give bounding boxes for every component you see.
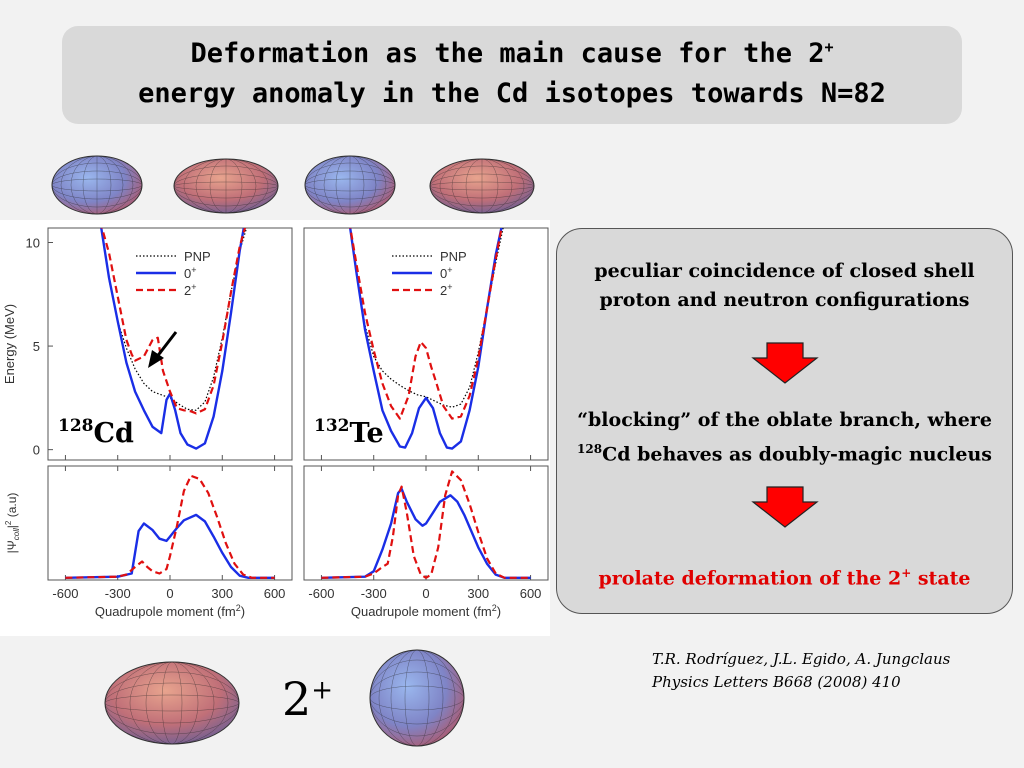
down-arrow-icon (751, 342, 819, 384)
x-tick-label: 600 (520, 586, 542, 601)
legend-label-sup: + (447, 265, 452, 275)
y-axis-label-sup: 2 (4, 520, 13, 525)
legend-label: PNP (184, 249, 211, 264)
x-axis-label: Quadrupole moment (fm2) (95, 603, 245, 619)
oblate-spheroid-icon (51, 155, 143, 215)
y-tick-label: 10 (26, 236, 40, 251)
y-axis-label-rest: | (5, 525, 19, 528)
y-axis-label-unit: (a.u) (5, 493, 19, 521)
down-arrow-icon (751, 486, 819, 528)
prolate-spheroid-icon (104, 661, 240, 745)
series-line-energy-solid (100, 228, 246, 450)
series-line-wavefunction-solid (321, 487, 531, 579)
y-tick-label: 5 (33, 339, 40, 354)
series-line-wavefunction-dashed (65, 474, 275, 579)
series-line-energy-dashed (349, 228, 503, 420)
legend-label-sup: + (191, 282, 196, 292)
statement-closed-shell-line1: peculiar coincidence of closed shell (594, 260, 975, 282)
series-line-energy-dotted (100, 228, 248, 411)
oblate-spheroid-icon (369, 649, 465, 747)
chart-figure: -600 -300 0 300 600 Quadrupole moment (fm2) 0 5… (0, 220, 550, 636)
title-line-1: Deformation as the main cause for the 2+ (190, 38, 834, 69)
title-box: Deformation as the main cause for the 2+… (62, 26, 962, 124)
series-line-energy-solid (348, 228, 503, 450)
x-tick-label: -300 (361, 586, 387, 601)
x-tick-label: 0 (166, 586, 173, 601)
y-axis-label-energy: Energy (MeV) (2, 304, 17, 384)
x-axis-label-end: ) (241, 604, 245, 619)
statement-blocking-line2: 128Cd behaves as doubly-magic nucleus (577, 442, 992, 466)
legend-label-sup: + (447, 282, 452, 292)
reference: T.R. Rodríguez, J.L. Egido, A. Jungclaus… (652, 648, 950, 694)
reference-journal: Physics Letters B668 (2008) 410 (652, 673, 901, 691)
nucleus-label-te: 132Te (314, 416, 384, 449)
y-axis-label-sub: coll (12, 528, 21, 540)
oblate-spheroid-icon (304, 155, 396, 215)
explanation-panel: peculiar coincidence of closed shell pro… (556, 228, 1013, 614)
x-axis-label-sup: 2 (236, 603, 241, 613)
prolate-spheroid-icon (429, 158, 535, 214)
x-axis-label: Quadrupole moment (fm2) (351, 603, 501, 619)
series-line-energy-dashed (100, 228, 247, 415)
series-line-wavefunction-dashed (321, 470, 531, 579)
state-label: 2+ (282, 672, 334, 726)
annotation-arrow-head (148, 350, 164, 368)
legend-label: PNP (440, 249, 467, 264)
statement-blocking-line1: “blocking” of the oblate branch, where (577, 409, 992, 431)
y-tick-label: 0 (33, 443, 40, 458)
x-tick-label: -600 (52, 586, 78, 601)
reference-authors: T.R. Rodríguez, J.L. Egido, A. Jungclaus (652, 650, 951, 668)
title-line-2: energy anomaly in the Cd isotopes toward… (138, 78, 886, 109)
prolate-spheroid-icon (173, 158, 279, 214)
x-axis-label-end: ) (497, 604, 501, 619)
x-tick-label: 300 (467, 586, 489, 601)
x-tick-label: -600 (308, 586, 334, 601)
x-tick-label: 300 (211, 586, 233, 601)
x-tick-label: 0 (422, 586, 429, 601)
x-tick-label: -300 (105, 586, 131, 601)
nucleus-label-cd: 128Cd (58, 416, 134, 449)
legend-label-sup: + (191, 265, 196, 275)
x-axis-label-sup: 2 (492, 603, 497, 613)
statement-closed-shell-line2: proton and neutron configurations (599, 289, 970, 311)
chart-background (0, 220, 550, 636)
annotation-arrow-line (154, 331, 178, 359)
conclusion-text: prolate deformation of the 2+ state (598, 566, 971, 590)
x-tick-label: 600 (264, 586, 286, 601)
